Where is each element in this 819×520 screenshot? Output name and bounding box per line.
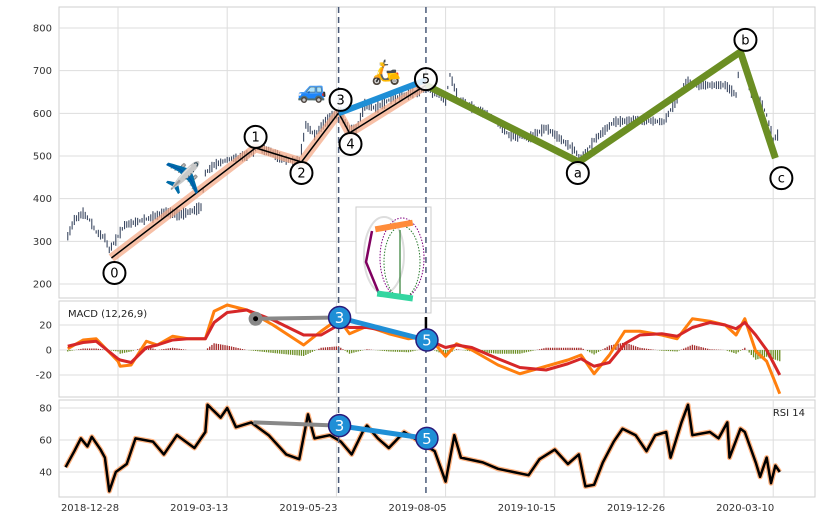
wave-label-1: 1 [251,130,259,145]
rsi-wave-marker-circle [415,426,439,451]
wave-label-circle [733,27,758,52]
x-tick-label: 2018-12-28 [61,503,119,514]
rsi-wave-marker-circle [327,413,352,438]
x-tick-label: 2019-12-26 [607,503,665,514]
price-panel-frame [58,6,816,299]
macd-label: MACD (12,26,9) [68,309,147,320]
macd-divergence-gray-line [255,315,339,321]
rsi-wave-marker-5: 5 [422,430,432,448]
wave-label-circle [328,87,353,112]
rsi-divergence-blue-line [338,423,427,441]
price-ytick-label: 300 [33,237,52,248]
car-icon: 🚙 [297,76,327,104]
wave-label-c: c [778,172,785,187]
wave-label-circle [338,131,363,156]
macd-ytick-label: 20 [39,321,52,332]
wave-label-3: 3 [336,93,344,108]
airplane-icon: ✈️ [164,159,201,196]
macd-wave-marker-circle [327,305,352,330]
x-tick-label: 2019-03-13 [170,503,228,514]
price-ytick-label: 500 [33,151,52,162]
rsi-ytick-label: 80 [39,404,52,415]
wave-3-5-trendline [337,77,428,117]
wave-label-circle [769,166,794,191]
rsi-ytick-label: 40 [39,468,52,479]
wave-label-circle [565,160,590,185]
scooter-icon: 🛵 [371,58,401,86]
macd-divergence-blue-line [337,315,427,343]
macd-ytick-label: 0 [46,346,52,357]
wave-label-5: 5 [422,73,430,88]
price-ytick-label: 700 [33,66,52,77]
macd-divergence-start-dot-center [253,316,259,322]
wave-label-a: a [574,166,582,181]
rsi-ytick-label: 60 [39,436,52,447]
price-ytick-label: 800 [33,23,52,34]
roller-coaster-image [355,206,432,314]
wave-label-4: 4 [346,137,354,152]
wave-label-b: b [741,33,749,48]
corrective-wave-line [424,48,779,166]
rsi-panel-frame [58,399,816,498]
price-ytick-label: 600 [33,109,52,120]
macd-wave-marker-3: 3 [335,309,345,327]
wave-label-0: 0 [110,266,118,281]
wave-label-2: 2 [297,166,305,181]
wave-label-circle [289,160,314,185]
rsi-line [64,403,781,493]
price-ytick-label: 200 [33,280,52,291]
wave-label-circle [413,67,438,92]
x-tick-label: 2019-08-05 [389,503,447,514]
macd-wave-marker-5: 5 [422,332,432,350]
macd-ytick-label: -20 [36,371,52,382]
wave-label-circle [102,260,127,285]
impulse-wave-line [110,84,427,259]
price-ytick-label: 400 [33,194,52,205]
x-tick-label: 2020-03-10 [716,503,774,514]
macd-wave-marker-circle [415,328,439,352]
rsi-wave-marker-3: 3 [335,417,345,435]
x-tick-label: 2019-10-15 [498,503,556,514]
rsi-divergence-gray-line [253,420,339,428]
rsi-label: RSI 14 [773,408,805,419]
macd-panel-frame [58,300,816,398]
x-tick-label: 2019-05-23 [279,503,337,514]
wave-label-circle [243,124,268,149]
